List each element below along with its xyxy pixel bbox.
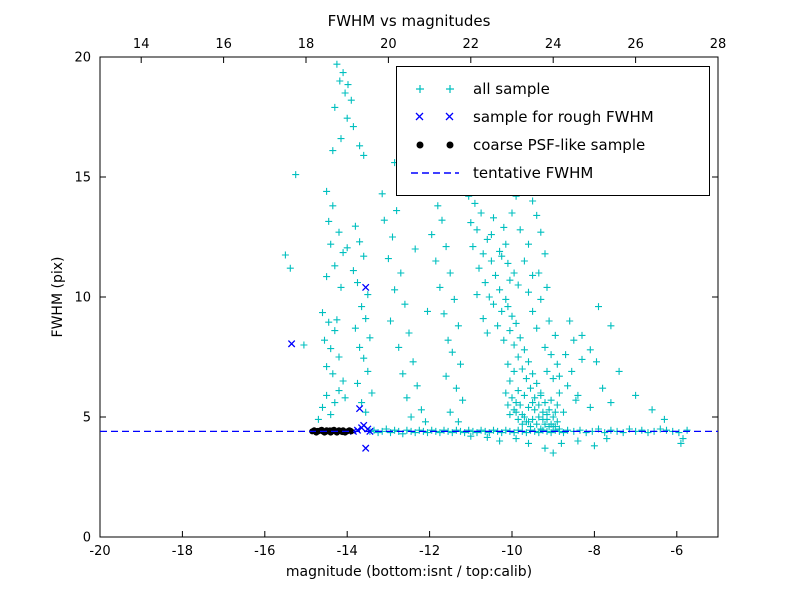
top-tick-label: 18 — [298, 37, 315, 52]
x-tick-label: -6 — [670, 544, 683, 559]
legend-label-tentative-fwhm: tentative FWHM — [473, 164, 594, 182]
plus-marker-icon — [416, 85, 454, 93]
x-marker-icon — [415, 112, 454, 121]
top-tick-label: 20 — [380, 37, 397, 52]
x-tick-label: -16 — [254, 544, 275, 559]
y-tick-label: 0 — [83, 531, 91, 546]
top-tick-label: 26 — [627, 37, 644, 52]
x-tick-label: -18 — [172, 544, 193, 559]
series-1-markers — [287, 283, 374, 452]
x-tick-label: -12 — [419, 544, 440, 559]
dot-marker-icon — [416, 141, 454, 149]
top-tick-label: 24 — [545, 37, 562, 52]
axis-ticks — [99, 56, 719, 538]
x-tick-label: -8 — [588, 544, 601, 559]
top-tick-label: 16 — [215, 37, 232, 52]
x-tick-label: -14 — [337, 544, 358, 559]
top-tick-label: 14 — [133, 37, 150, 52]
x-tick-label: -20 — [89, 544, 110, 559]
chart-title: FWHM vs magnitudes — [327, 12, 491, 30]
x-axis-label: magnitude (bottom:isnt / top:calib) — [285, 564, 533, 580]
top-tick-label: 28 — [710, 37, 727, 52]
legend-item-coarse-psf: coarse PSF-like sample — [407, 131, 699, 159]
legend-item-rough-fwhm: sample for rough FWHM — [407, 103, 699, 131]
x-tick-label: -10 — [501, 544, 522, 559]
legend-label-coarse-psf: coarse PSF-like sample — [473, 136, 646, 154]
legend: all sample sample for rough FWHM coarse … — [396, 66, 710, 196]
y-tick-label: 10 — [74, 291, 91, 306]
legend-label-all-sample: all sample — [473, 80, 550, 98]
series-0-markers — [281, 60, 691, 457]
y-tick-label: 15 — [74, 171, 91, 186]
top-tick-label: 22 — [463, 37, 480, 52]
legend-item-all-sample: all sample — [407, 75, 699, 103]
legend-item-tentative-fwhm: tentative FWHM — [407, 159, 699, 187]
y-axis-label: FWHM (pix) — [50, 256, 66, 338]
y-tick-label: 20 — [74, 51, 91, 66]
dashed-line-icon — [411, 172, 459, 174]
legend-label-rough-fwhm: sample for rough FWHM — [473, 108, 654, 126]
y-tick-label: 5 — [83, 411, 91, 426]
tick-labels: -20 -18 -16 -14 -12 -10 -8 -6 14 16 18 20 22 24 26 28 0 5… — [74, 37, 726, 559]
